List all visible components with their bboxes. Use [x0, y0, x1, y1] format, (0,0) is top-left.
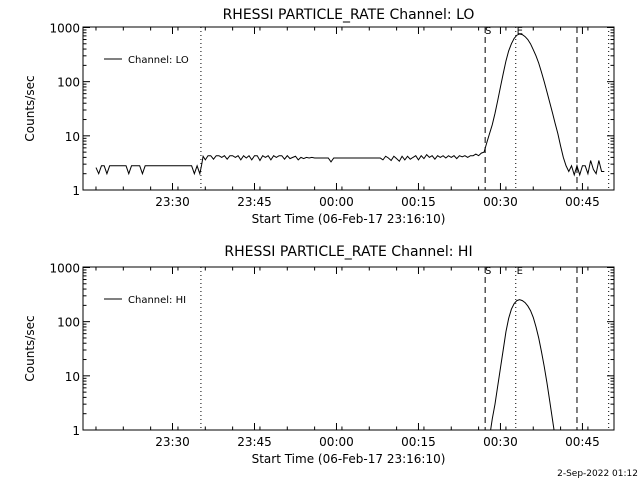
y-axis-label: Counts/sec: [23, 315, 37, 381]
event-marker-label: S: [485, 266, 491, 277]
x-tick-label: 00:45: [565, 435, 600, 449]
plot-frame: [82, 266, 615, 431]
x-tick-label: 23:45: [237, 435, 272, 449]
x-tick-label: 23:30: [155, 195, 190, 209]
chart-title: RHESSI PARTICLE_RATE Channel: LO: [223, 7, 475, 23]
chart-title: RHESSI PARTICLE_RATE Channel: HI: [224, 244, 472, 260]
y-tick-label: 100: [57, 316, 80, 330]
x-axis-label: Start Time (06-Feb-17 23:16:10): [252, 212, 446, 226]
chart-hi: RHESSI PARTICLE_RATE Channel: HI 1 10 100 10…: [23, 244, 615, 466]
y-tick-label: 1: [72, 424, 80, 438]
x-tick-label: 00:30: [483, 195, 518, 209]
x-tick-label: 00:00: [319, 195, 354, 209]
x-tick-label: 23:45: [237, 195, 272, 209]
y-tick-label: 100: [57, 76, 80, 90]
x-tick-label: 00:30: [483, 435, 518, 449]
x-tick-label: 00:45: [565, 195, 600, 209]
event-marker-label: S: [485, 26, 491, 37]
y-tick-label: 1000: [49, 262, 80, 276]
x-axis-label: Start Time (06-Feb-17 23:16:10): [252, 452, 446, 466]
legend-label: Channel: LO: [128, 55, 189, 66]
legend-label: Channel: HI: [128, 295, 186, 306]
y-tick-label: 10: [65, 370, 80, 384]
series-line: [490, 299, 555, 430]
footer-timestamp: 2-Sep-2022 01:12: [557, 469, 638, 479]
y-tick-label: 1000: [49, 22, 80, 36]
y-tick-label: 1: [72, 184, 80, 198]
y-axis-label: Counts/sec: [23, 75, 37, 141]
y-tick-label: 10: [65, 130, 80, 144]
event-marker-label: E: [517, 26, 523, 37]
plot-frame: [82, 26, 615, 191]
series-line: [95, 33, 605, 177]
x-tick-label: 23:30: [155, 435, 190, 449]
chart-lo: RHESSI PARTICLE_RATE Channel: LO 1 10 100 10…: [23, 7, 615, 226]
event-marker-label: E: [517, 266, 523, 277]
x-tick-label: 00:00: [319, 435, 354, 449]
x-tick-label: 00:15: [401, 435, 436, 449]
x-tick-label: 00:15: [401, 195, 436, 209]
